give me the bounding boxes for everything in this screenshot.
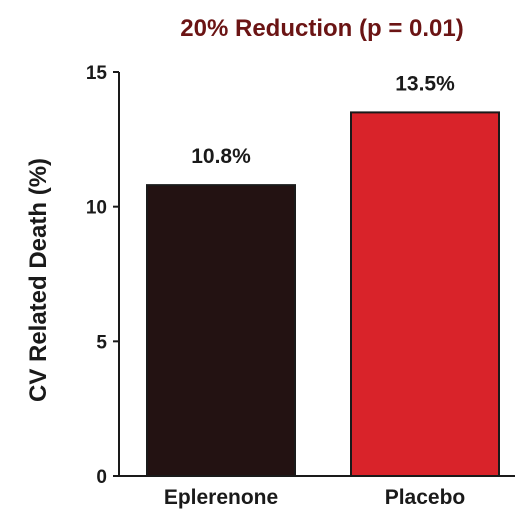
x-tick-label-eplerenone: Eplerenone [164, 486, 278, 509]
y-axis-label: CV Related Death (%) [25, 158, 52, 402]
chart-title: 20% Reduction (p = 0.01) [180, 15, 463, 42]
y-tick-label-5: 5 [96, 332, 107, 353]
plot-area: 10.8% Eplerenone 13.5% Placebo 0 5 10 15 [86, 63, 515, 509]
data-label-placebo: 13.5% [395, 72, 455, 95]
y-tick-label-0: 0 [96, 467, 107, 488]
y-tick-label-10: 10 [86, 198, 107, 219]
x-tick-label-placebo: Placebo [385, 486, 466, 509]
bar-placebo [350, 111, 500, 478]
y-tick-label-15: 15 [86, 63, 108, 84]
data-label-eplerenone: 10.8% [191, 145, 251, 168]
bar-eplerenone [146, 184, 296, 477]
